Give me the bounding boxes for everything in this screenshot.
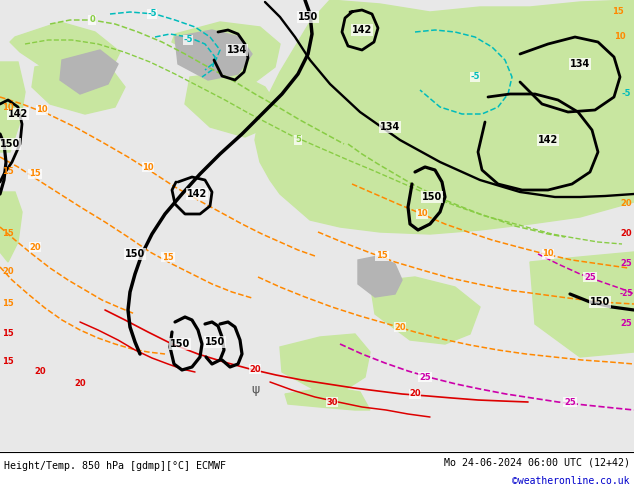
Text: 20: 20 bbox=[409, 390, 421, 398]
Text: 20: 20 bbox=[620, 199, 632, 209]
Text: 25: 25 bbox=[620, 260, 632, 269]
Text: 10: 10 bbox=[142, 163, 154, 172]
Text: 20: 20 bbox=[2, 268, 14, 276]
Text: 25: 25 bbox=[564, 397, 576, 407]
Text: 20: 20 bbox=[394, 322, 406, 332]
Text: 15: 15 bbox=[2, 358, 14, 367]
Bar bbox=[0, 451, 634, 490]
Text: 10: 10 bbox=[2, 102, 14, 112]
Text: 15: 15 bbox=[2, 299, 14, 309]
Polygon shape bbox=[185, 72, 278, 137]
Text: -5: -5 bbox=[147, 9, 157, 19]
Polygon shape bbox=[280, 334, 370, 390]
Text: 142: 142 bbox=[352, 25, 372, 35]
Text: 30: 30 bbox=[327, 397, 338, 407]
Text: 25: 25 bbox=[584, 272, 596, 281]
Text: 20: 20 bbox=[29, 243, 41, 251]
Text: -5: -5 bbox=[470, 73, 480, 81]
Polygon shape bbox=[0, 192, 22, 262]
Text: 15: 15 bbox=[2, 229, 14, 239]
Text: 134: 134 bbox=[227, 45, 247, 55]
Text: -5: -5 bbox=[621, 90, 631, 98]
Text: 25: 25 bbox=[419, 372, 431, 382]
Text: 150: 150 bbox=[298, 12, 318, 22]
Text: 134: 134 bbox=[380, 122, 400, 132]
Text: 15: 15 bbox=[376, 251, 388, 261]
Text: 10: 10 bbox=[36, 105, 48, 115]
Polygon shape bbox=[60, 50, 118, 94]
Polygon shape bbox=[0, 62, 25, 152]
Polygon shape bbox=[175, 30, 252, 80]
Text: ψ: ψ bbox=[251, 384, 259, 396]
Text: 150: 150 bbox=[590, 297, 610, 307]
Polygon shape bbox=[370, 277, 480, 344]
Polygon shape bbox=[358, 256, 402, 297]
Text: -5: -5 bbox=[183, 35, 193, 45]
Text: 20: 20 bbox=[74, 379, 86, 389]
Polygon shape bbox=[32, 57, 125, 114]
Polygon shape bbox=[172, 22, 280, 82]
Polygon shape bbox=[10, 22, 120, 82]
Text: ©weatheronline.co.uk: ©weatheronline.co.uk bbox=[512, 475, 630, 486]
Text: 15: 15 bbox=[2, 168, 14, 176]
Text: 10: 10 bbox=[542, 249, 554, 259]
Text: 142: 142 bbox=[187, 189, 207, 199]
Polygon shape bbox=[255, 0, 634, 234]
Text: 150: 150 bbox=[125, 249, 145, 259]
Text: -25: -25 bbox=[619, 290, 633, 298]
Text: 10: 10 bbox=[416, 210, 428, 219]
Text: 5: 5 bbox=[295, 136, 301, 145]
Text: 150: 150 bbox=[170, 339, 190, 349]
Text: 15: 15 bbox=[162, 252, 174, 262]
Text: 134: 134 bbox=[570, 59, 590, 69]
Text: 25: 25 bbox=[620, 319, 632, 328]
Text: 20: 20 bbox=[34, 368, 46, 376]
Text: Height/Temp. 850 hPa [gdmp][°C] ECMWF: Height/Temp. 850 hPa [gdmp][°C] ECMWF bbox=[4, 462, 226, 471]
Text: 20: 20 bbox=[620, 229, 632, 239]
Text: 150: 150 bbox=[205, 337, 225, 347]
Polygon shape bbox=[530, 252, 634, 357]
Text: 150: 150 bbox=[422, 192, 442, 202]
Text: 20: 20 bbox=[249, 365, 261, 373]
Text: 142: 142 bbox=[538, 135, 558, 145]
Text: 10: 10 bbox=[614, 32, 626, 42]
Text: 0: 0 bbox=[89, 16, 95, 24]
Text: 150: 150 bbox=[0, 139, 20, 149]
Text: 15: 15 bbox=[2, 329, 14, 339]
Text: 142: 142 bbox=[8, 109, 28, 119]
Text: Mo 24-06-2024 06:00 UTC (12+42): Mo 24-06-2024 06:00 UTC (12+42) bbox=[444, 458, 630, 467]
Polygon shape bbox=[285, 387, 370, 410]
Text: 15: 15 bbox=[612, 7, 624, 17]
Text: 15: 15 bbox=[29, 170, 41, 178]
